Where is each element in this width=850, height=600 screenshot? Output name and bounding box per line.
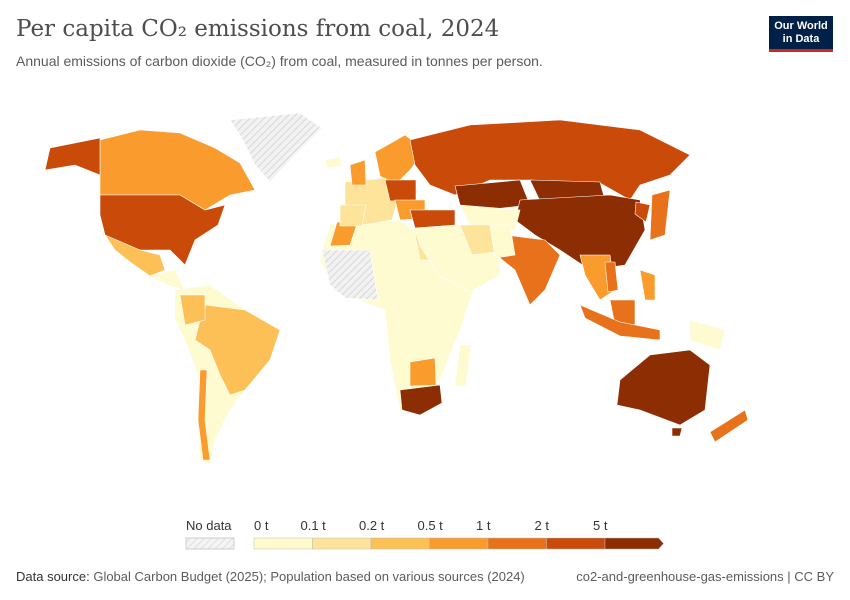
legend-bin <box>253 537 313 550</box>
legend-bin <box>546 537 606 550</box>
region-korea[interactable] <box>634 201 651 223</box>
region-turkey[interactable] <box>409 209 456 229</box>
data-source: Data source: Global Carbon Budget (2025)… <box>16 569 525 584</box>
region-japan[interactable] <box>649 189 671 241</box>
legend-tick-label: 5 t <box>593 518 608 533</box>
slug-license[interactable]: co2-and-greenhouse-gas-emissions | CC BY <box>576 569 834 584</box>
region-papua[interactable] <box>689 319 726 351</box>
region-sahara-no-data[interactable] <box>321 249 379 301</box>
legend-bin <box>370 537 430 550</box>
region-central-asia[interactable] <box>459 204 521 231</box>
region-spain[interactable] <box>339 204 367 227</box>
region-india[interactable] <box>499 234 561 306</box>
source-label: Data source: <box>16 569 90 584</box>
page-title: Per capita CO₂ emissions from coal, 2024 <box>16 16 500 42</box>
region-alaska[interactable] <box>44 137 101 176</box>
legend-bin <box>604 537 664 550</box>
region-chile[interactable] <box>197 369 211 461</box>
legend-bin <box>487 537 547 550</box>
legend-tick-label: 2 t <box>534 518 549 533</box>
legend-tick-label: 1 t <box>476 518 491 533</box>
subtitle: Annual emissions of carbon dioxide (CO₂)… <box>16 53 543 69</box>
source-text: Global Carbon Budget (2025); Population … <box>93 569 525 584</box>
region-uk[interactable] <box>349 159 367 186</box>
region-vietnam[interactable] <box>604 261 619 293</box>
legend-bin <box>312 537 372 550</box>
legend-no-data-swatch <box>185 537 235 550</box>
legend-tick-label: 0.2 t <box>359 518 385 533</box>
legend-tick-label: 0 t <box>254 518 269 533</box>
region-australia[interactable] <box>616 349 711 426</box>
region-poland-germany[interactable] <box>384 179 417 202</box>
world-map <box>44 112 749 466</box>
region-south-africa[interactable] <box>399 384 443 416</box>
legend-tick-label: 0.5 t <box>417 518 443 533</box>
legend-bin <box>429 537 489 550</box>
owid-logo[interactable]: Our World in Data <box>769 16 833 52</box>
legend-bar <box>185 537 664 550</box>
legend-tick-label: 0.1 t <box>300 518 326 533</box>
region-greenland[interactable] <box>229 112 323 183</box>
region-new-zealand[interactable] <box>709 409 749 443</box>
region-canada[interactable] <box>99 129 256 211</box>
region-brazil[interactable] <box>194 304 281 396</box>
region-kazakhstan[interactable] <box>454 179 531 211</box>
region-iceland[interactable] <box>324 156 343 169</box>
region-mexico[interactable] <box>104 234 166 277</box>
legend-no-data-label: No data <box>186 518 232 533</box>
region-pakistan[interactable] <box>489 224 516 259</box>
region-indonesia[interactable] <box>579 304 661 341</box>
region-zimbabwe[interactable] <box>409 357 437 387</box>
region-philippines[interactable] <box>639 269 656 301</box>
region-colombia[interactable] <box>179 294 206 326</box>
region-madagascar[interactable] <box>454 344 472 387</box>
region-tasmania[interactable] <box>671 427 683 437</box>
